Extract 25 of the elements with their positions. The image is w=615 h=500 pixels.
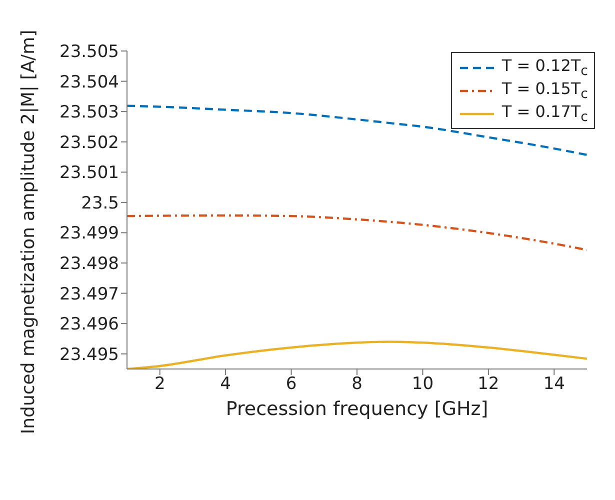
y-axis-title: Induced magnetization amplitude 2|M| [A/m] — [18, 30, 39, 434]
y-tick-label: 23.495 — [60, 344, 119, 365]
x-axis-title: Precession frequency [GHz] — [226, 398, 488, 420]
y-tick-label: 23.501 — [60, 163, 119, 184]
y-tick-label: 23.498 — [60, 254, 119, 274]
legend-label: T = 0.15T$_{c}$ — [502, 78, 588, 102]
x-tick-label: 6 — [286, 374, 297, 394]
y-tick-label: 23.5 — [81, 193, 119, 214]
x-tick-label: 12 — [478, 374, 500, 394]
y-tick-label: 23.496 — [60, 314, 119, 335]
y-tick-label: 23.504 — [60, 72, 119, 92]
y-tick-label: 23.502 — [60, 132, 119, 153]
y-tick-label: 23.497 — [60, 284, 119, 304]
line-series — [127, 104, 587, 156]
x-tick-label: 10 — [412, 374, 434, 394]
legend-label: T = 0.17T$_{c}$ — [502, 102, 588, 126]
x-tick-label: 2 — [154, 374, 166, 394]
x-tick-label: 8 — [352, 374, 362, 394]
y-tick-label: 23.499 — [60, 224, 119, 244]
y-tick-label: 23.505 — [60, 42, 119, 62]
y-tick-label: 23.503 — [60, 102, 119, 123]
x-tick-label: 14 — [543, 374, 565, 394]
legend-label: T = 0.12T$_{c}$ — [502, 56, 588, 80]
x-tick-label: 4 — [220, 374, 231, 394]
line-series — [127, 214, 587, 252]
